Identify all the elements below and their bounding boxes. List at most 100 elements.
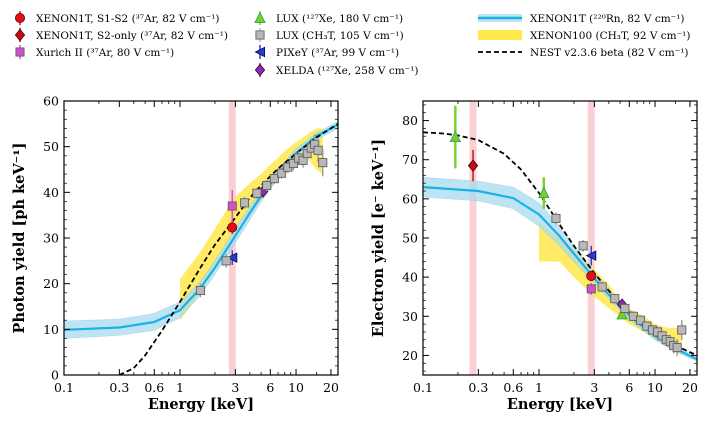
legend-marker-tri-left [254,46,266,58]
point-luxch3t [578,241,588,251]
legend-swatch-band [478,30,522,40]
point-pixey [585,250,597,261]
y-tick-label: 50 [43,139,59,154]
y-tick-label: 50 [402,231,418,246]
legend-marker-diamond [254,63,266,77]
point-luxch3t [195,286,205,296]
point-xurich [227,201,237,211]
y-tick-label: 70 [402,152,418,167]
point-luxch3t [677,325,687,335]
y-tick-label: 30 [43,231,59,246]
x-tick-label: 0.6 [144,380,164,395]
legend-marker-square [15,47,25,57]
y-tick-label: 60 [402,191,418,206]
y-tick-label: 40 [402,270,418,285]
legend-label: XENON1T (²²⁰Rn, 82 V cm⁻¹) [530,13,685,25]
point-luxch3t [318,158,328,168]
legend-marker-triangle [254,11,266,24]
point-luxch3t [610,294,620,304]
point-luxch3t [313,145,323,155]
energy-line-band [587,101,595,375]
plot-area [64,101,338,375]
point-luxch3t [672,343,682,353]
legend-label: XENON1T, S1-S2 (³⁷Ar, 82 V cm⁻¹) [36,13,220,25]
legend: XENON1T, S1-S2 (³⁷Ar, 82 V cm⁻¹) XENON1T,… [14,11,690,77]
point-lux127 [538,186,550,198]
y-tick-label: 20 [43,276,59,291]
legend-marker-square [255,30,265,40]
legend-label: XENON100 (CH₃T, 92 V cm⁻¹) [530,30,690,42]
panel-electron-yield: 0.1 0.3 0.6 1 3 6 10 20 20 30 40 50 60 70 80 Energy [ke… [370,100,698,413]
y-tick-label: 10 [43,322,59,337]
legend-entry-x1t_s1s2: XENON1T, S1-S2 (³⁷Ar, 82 V cm⁻¹) [14,11,220,25]
x-tick-label: 0.3 [109,380,129,395]
x-tick-label: 3 [590,380,598,395]
y-tick-label: 40 [43,185,59,200]
point-luxch3t [240,198,250,208]
plot-area [423,101,697,375]
point-lux127 [449,130,462,143]
legend-entry-x1t220: XENON1T (²²⁰Rn, 82 V cm⁻¹) [478,13,685,25]
legend-entry-xurich: Xurich II (³⁷Ar, 80 V cm⁻¹) [15,45,174,59]
point-pixey [226,252,238,263]
point-luxch3t [252,188,262,198]
legend-label: XELDA (¹²⁷Xe, 258 V cm⁻¹) [276,65,419,77]
point-x1t_s2 [467,159,479,172]
legend-entry-luxch3t: LUX (CH₃T, 105 V cm⁻¹) [255,28,404,42]
point-luxch3t [620,303,630,313]
energy-line-band [469,101,477,375]
legend-entry-xelda: XELDA (¹²⁷Xe, 258 V cm⁻¹) [254,63,419,77]
y-tick-label: 30 [402,309,418,324]
x-tick-label: 0.3 [468,380,488,395]
point-luxch3t [288,159,298,169]
legend-entry-lux127: LUX (¹²⁷Xe, 180 V cm⁻¹) [254,11,403,25]
legend-label: Xurich II (³⁷Ar, 80 V cm⁻¹) [36,47,174,59]
point-xurich [586,284,596,294]
legend-marker-diamond [14,28,26,42]
x-tick-label: 6 [625,380,633,395]
point-luxch3t [597,282,607,292]
point-x1t_s1s2 [227,222,238,233]
legend-label: LUX (¹²⁷Xe, 180 V cm⁻¹) [276,13,403,25]
x-tick-label: 1 [176,380,184,395]
legend-label: XENON1T, S2-only (³⁷Ar, 82 V cm⁻¹) [36,30,228,42]
point-x1t_s1s2 [586,270,597,281]
y-tick-label: 60 [43,94,59,109]
y-axis-label: Photon yield [ph keV⁻¹] [11,143,28,334]
legend-entry-x1t_s2: XENON1T, S2-only (³⁷Ar, 82 V cm⁻¹) [14,28,228,42]
legend-entry-x100: XENON100 (CH₃T, 92 V cm⁻¹) [478,30,690,42]
legend-entry-pixey: PIXeY (³⁷Ar, 99 V cm⁻¹) [254,45,399,59]
nest-curve [119,123,338,375]
point-luxch3t [636,315,646,325]
x-tick-label: 0.1 [54,380,74,395]
point-luxch3t [277,168,287,178]
point-luxch3t [269,174,279,184]
x-tick-label: 20 [682,380,698,395]
x-tick-label: 1 [535,380,543,395]
x-tick-label: 20 [323,380,339,395]
x-axis-label: Energy [keV] [507,396,613,413]
x-tick-label: 0.6 [503,380,523,395]
x-tick-label: 10 [288,380,304,395]
legend-marker-circle [14,12,25,23]
legend-label: LUX (CH₃T, 105 V cm⁻¹) [276,30,404,42]
x-tick-label: 10 [647,380,663,395]
xenon1t-line [64,123,338,331]
point-luxch3t [551,213,561,223]
legend-label: PIXeY (³⁷Ar, 99 V cm⁻¹) [276,47,399,59]
point-luxch3t [262,180,272,190]
x-tick-label: 0.1 [413,380,433,395]
x-tick-label: 6 [266,380,274,395]
point-luxch3t [221,256,231,266]
x-axis-label: Energy [keV] [148,396,254,413]
legend-label: NEST v2.3.6 beta (82 V cm⁻¹) [530,47,689,59]
y-tick-label: 0 [51,368,59,383]
y-tick-label: 80 [402,113,418,128]
x-tick-label: 3 [231,380,239,395]
y-axis-label: Electron yield [e⁻ keV⁻¹] [370,139,387,337]
panel-photon-yield: 0.1 0.3 0.6 1 3 6 10 20 0 10 20 30 40 50 60 Energy [keV… [11,94,339,414]
legend-entry-nest: NEST v2.3.6 beta (82 V cm⁻¹) [478,47,689,59]
point-lux127 [616,307,628,320]
y-tick-label: 20 [402,348,418,363]
